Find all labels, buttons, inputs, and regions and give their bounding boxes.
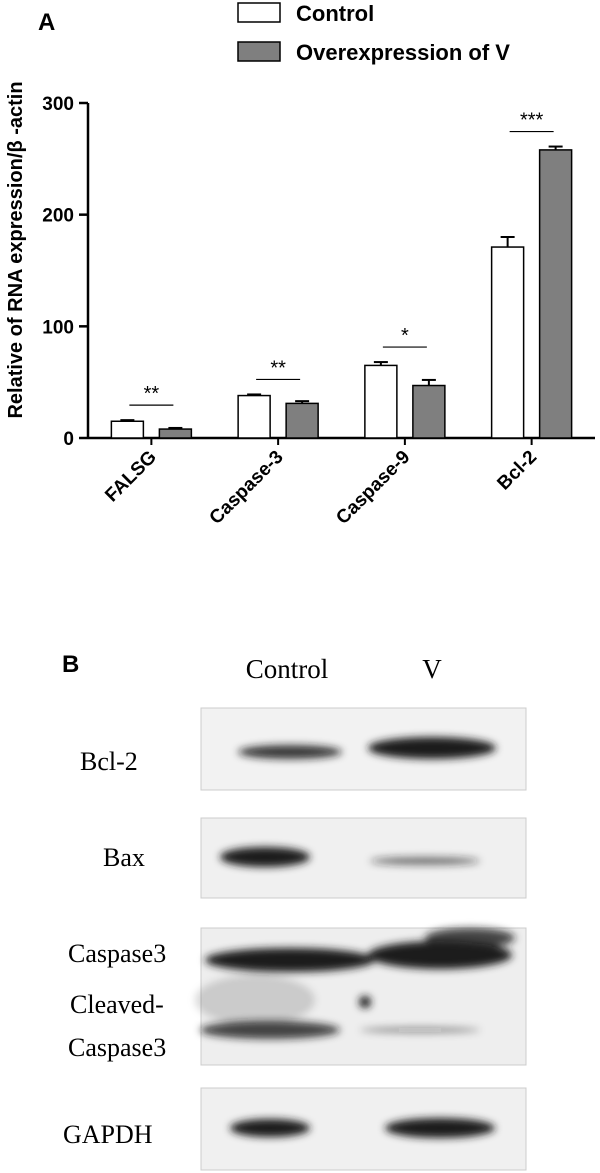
row-label: Bcl-2 [80, 747, 138, 776]
bar [285, 402, 319, 439]
lane-label: Control [246, 654, 329, 684]
significance-label: *** [520, 110, 544, 132]
x-tick-label: FALSG [101, 447, 161, 507]
bar [110, 420, 145, 439]
row-label: GAPDH [63, 1120, 153, 1149]
row-label: Cleaved- [70, 990, 164, 1019]
significance-label: ** [270, 357, 286, 379]
panel-label: B [62, 651, 79, 678]
lane-label: V [422, 654, 442, 684]
legend-label: Overexpression of V [296, 40, 510, 65]
y-tick-label: 100 [42, 317, 74, 338]
significance-label: * [401, 325, 409, 347]
bar [538, 149, 573, 439]
row-label: Caspase3 [68, 939, 166, 968]
y-axis-label: Relative of RNA expression/β -actin [5, 81, 27, 418]
bar [237, 394, 271, 439]
blot-panel: B Control V Bcl-2 Bax Caspase3 Cleaved- … [62, 651, 527, 1171]
y-tick-label: 300 [42, 94, 74, 115]
y-tick-label: 200 [42, 206, 74, 227]
panel-label: A [38, 9, 55, 36]
row-label: Bax [103, 843, 145, 872]
bar [364, 364, 398, 439]
row-label: Caspase3 [68, 1033, 166, 1062]
bar [490, 246, 525, 439]
legend-label: Control [296, 1, 374, 26]
significance-label: ** [144, 383, 160, 405]
x-tick-label: Caspase-9 [332, 447, 414, 529]
legend-swatch [237, 2, 281, 23]
bar [158, 428, 193, 439]
blot-bands [195, 737, 515, 1138]
legend-swatch [237, 41, 281, 62]
y-tick-label: 0 [63, 429, 74, 450]
x-tick-label: Bcl-2 [493, 447, 541, 495]
x-tick-label: Caspase-3 [206, 447, 288, 529]
bar [412, 384, 446, 439]
